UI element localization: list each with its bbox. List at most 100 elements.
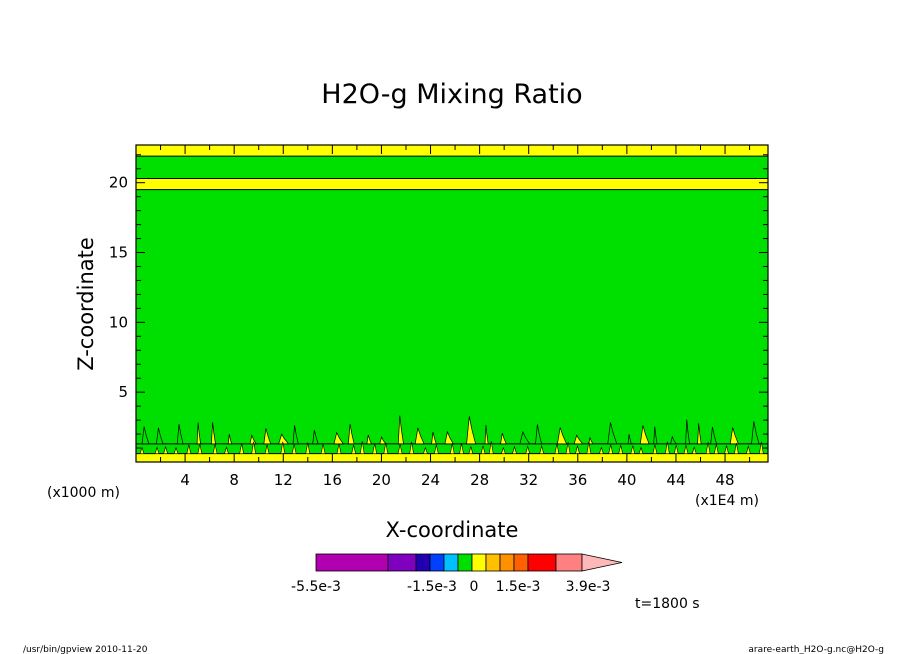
x-tick-label: 8 <box>229 471 239 489</box>
surface-patch <box>320 444 326 454</box>
colorbar-label: -5.5e-3 <box>291 579 341 595</box>
surface-patch <box>212 444 218 454</box>
convective-patch <box>751 421 760 445</box>
convective-patch <box>292 425 299 445</box>
band-5 <box>136 145 768 157</box>
surface-patch <box>586 441 592 454</box>
surface-patch <box>480 445 486 454</box>
convective-patch <box>431 431 437 445</box>
surface-patch <box>163 445 168 454</box>
surface-patch <box>468 445 474 454</box>
colorbar-swatch-9 <box>513 553 529 572</box>
convective-patch <box>653 426 658 445</box>
y-tick-label: 5 <box>118 383 128 401</box>
surface-patch <box>724 445 729 454</box>
surface-patch <box>608 444 614 454</box>
x-tick-label: 12 <box>274 471 293 489</box>
x-tick-label: 36 <box>568 471 587 489</box>
time-label: t=1800 s <box>635 596 700 612</box>
surface-patch <box>745 445 751 454</box>
y-axis-label: Z-coordinate <box>74 237 98 371</box>
colorbar-label: 0 <box>470 579 479 595</box>
surface-patch <box>565 442 571 454</box>
surface-patch <box>630 445 636 454</box>
surface-patch <box>154 446 160 454</box>
footer-right: arare-earth_H2O-g.nc@H2O-g <box>748 645 884 654</box>
colorbar-swatch-0 <box>315 553 389 572</box>
colorbar: -5.5e-3 -1.5e-3 0 1.5e-3 3.9e-3 <box>291 553 623 595</box>
surface-patch <box>173 446 179 454</box>
convective-patch <box>685 419 690 445</box>
surface-patch <box>264 444 270 454</box>
convective-patch <box>227 434 233 445</box>
y-tick-label: 15 <box>109 244 128 262</box>
convective-patch <box>397 415 404 445</box>
surface-patch <box>197 444 203 454</box>
surface-patch <box>336 443 342 454</box>
surface-patch <box>359 441 365 454</box>
colorbar-swatch-3 <box>429 553 445 572</box>
surface-patch <box>691 446 697 454</box>
surface-patch <box>239 443 245 454</box>
x-tick-label: 48 <box>716 471 735 489</box>
convective-patch <box>156 427 164 445</box>
convective-patch <box>366 434 372 445</box>
colorbar-swatch-11 <box>555 553 583 572</box>
x-unit-right: (x1E4 m) <box>695 493 759 509</box>
convective-patch <box>627 434 632 445</box>
surface-patch <box>713 444 719 454</box>
colorbar-swatch-5 <box>457 553 473 572</box>
surface-patch <box>433 444 439 454</box>
convective-patch <box>347 423 355 445</box>
surface-patch <box>500 446 506 454</box>
x-unit-left: (x1000 m) <box>47 485 120 501</box>
x-axis-label: X-coordinate <box>386 518 519 542</box>
surface-patch <box>705 442 711 454</box>
x-tick-label: 40 <box>617 471 636 489</box>
x-tick-label: 28 <box>470 471 489 489</box>
footer-left: /usr/bin/gpview 2010-11-20 <box>23 645 148 654</box>
surface-patch <box>665 441 670 454</box>
convective-patch <box>333 431 344 445</box>
convective-patch <box>263 428 272 445</box>
surface-patch <box>449 443 455 454</box>
convective-patch <box>670 435 677 445</box>
surface-patch <box>638 446 644 454</box>
convective-patch <box>211 422 216 445</box>
convective-patch <box>176 424 184 445</box>
x-tick-label: 24 <box>421 471 440 489</box>
surface-patch <box>372 443 378 454</box>
colorbar-label: 1.5e-3 <box>496 579 541 595</box>
convective-patch <box>573 434 584 445</box>
convective-patch <box>697 423 702 445</box>
colorbar-label: -1.5e-3 <box>407 579 457 595</box>
x-tick-label: 44 <box>666 471 685 489</box>
colorbar-label: 3.9e-3 <box>566 579 611 595</box>
colorbar-swatch-8 <box>499 553 515 572</box>
plot-area <box>135 144 769 463</box>
y-tick-label: 20 <box>109 174 128 192</box>
convective-patch <box>379 436 387 445</box>
convective-patch <box>519 430 531 445</box>
colorbar-swatch-4 <box>443 553 459 572</box>
surface-patch <box>758 441 764 454</box>
surface-patch <box>734 442 739 454</box>
surface-patch <box>291 444 297 454</box>
surface-patch <box>683 445 689 454</box>
colorbar-swatch-2 <box>415 553 431 572</box>
surface-patch <box>397 444 403 454</box>
surface-patch <box>459 443 464 454</box>
convective-patch <box>639 425 650 445</box>
convective-patch <box>500 433 507 445</box>
surface-patch <box>383 442 389 454</box>
convective-patch <box>484 425 489 445</box>
surface-patch <box>139 446 145 454</box>
plot-frame <box>135 144 769 463</box>
convective-patch <box>729 427 739 445</box>
surface-patch <box>422 446 428 454</box>
surface-patch <box>488 441 494 454</box>
convective-patch <box>535 424 543 445</box>
surface-patch <box>539 444 545 454</box>
x-tick-label: 16 <box>323 471 342 489</box>
colorbar-swatch-10 <box>527 553 557 572</box>
